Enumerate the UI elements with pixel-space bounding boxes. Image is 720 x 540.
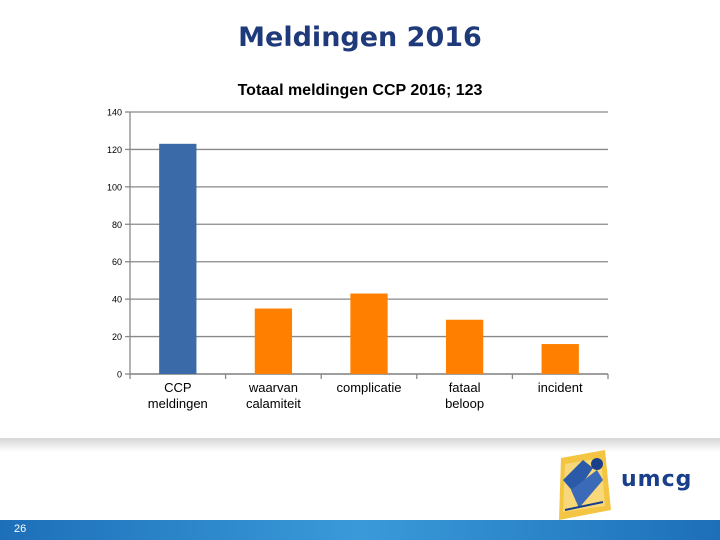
y-tick-label: 20 (112, 332, 122, 342)
x-category-label: incident (538, 380, 583, 395)
axes: 0 20 40 60 80 100 120 140 (107, 108, 609, 380)
bar (350, 293, 388, 374)
bar (541, 344, 579, 374)
bars (159, 143, 579, 374)
umcg-logo-text: umcg (621, 467, 693, 492)
bar-chart: Totaal meldingen CCP 2016; 123 0 20 40 60 80… (107, 82, 609, 411)
y-tick-label: 40 (112, 295, 122, 305)
bar (445, 319, 484, 374)
y-tick-label: 100 (107, 182, 122, 192)
y-tick-label: 0 (117, 370, 122, 380)
footer-fade (0, 438, 720, 452)
x-category-label: fataal beloop (445, 380, 484, 411)
y-tick-label: 140 (107, 108, 122, 118)
x-category-label: CCP meldingen (148, 380, 208, 411)
y-tick-label: 80 (112, 220, 122, 230)
y-tick-label: 60 (112, 257, 122, 267)
x-category-label: complicatie (336, 380, 401, 395)
x-category-label: waarvan calamiteit (246, 380, 301, 411)
footer-band (0, 438, 720, 540)
bar (159, 143, 197, 374)
category-labels: CCP meldingen waarvan calamiteit complicatie… (148, 380, 583, 411)
y-tick-label: 120 (107, 145, 122, 155)
chart-title: Totaal meldingen CCP 2016; 123 (238, 82, 483, 99)
slide-title: Meldingen 2016 (238, 22, 482, 53)
footer-blue-bar (0, 520, 720, 540)
bar (254, 308, 293, 374)
umcg-logo-icon (559, 450, 611, 520)
page-number: 26 (14, 523, 27, 535)
